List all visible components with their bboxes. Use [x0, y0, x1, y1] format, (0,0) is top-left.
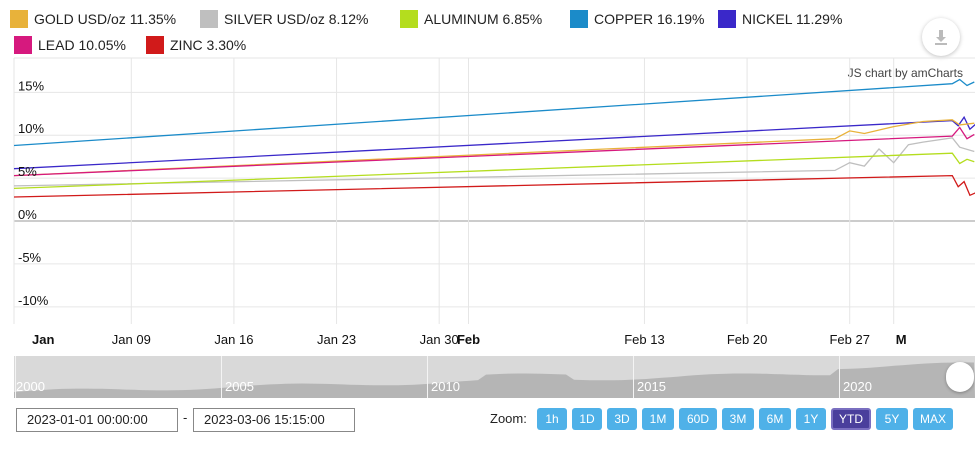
scrollbar-year-label: 2000 — [16, 379, 45, 394]
timeline-scrollbar[interactable]: 2000 2005 2010 2015 2020 — [14, 356, 975, 398]
chart-grid — [13, 57, 975, 324]
legend-swatch — [718, 10, 736, 28]
zoom-button-max[interactable]: MAX — [913, 408, 953, 430]
x-tick-label: Feb — [457, 332, 480, 347]
legend-swatch — [400, 10, 418, 28]
x-tick-label: Jan — [32, 332, 54, 347]
legend-swatch — [200, 10, 218, 28]
x-tick-label: Jan 09 — [112, 332, 151, 347]
zoom-button-ytd[interactable]: YTD — [831, 408, 871, 430]
download-button[interactable] — [922, 18, 960, 56]
series-line — [13, 174, 975, 198]
zoom-button-3d[interactable]: 3D — [607, 408, 637, 430]
scrollbar-year-divider — [15, 356, 16, 398]
date-range-separator: - — [183, 410, 188, 425]
x-tick-label: Feb 13 — [624, 332, 664, 347]
date-from-input[interactable]: 2023-01-01 00:00:00 — [16, 408, 178, 432]
x-tick-label: Feb 27 — [829, 332, 869, 347]
y-tick-label: -10% — [18, 293, 49, 308]
scrollbar-year-divider — [427, 356, 428, 398]
legend-label: ZINC 3.30% — [170, 37, 247, 53]
series-line — [13, 78, 975, 147]
zoom-button-5y[interactable]: 5Y — [876, 408, 908, 430]
y-tick-label: 5% — [18, 164, 37, 179]
scrollbar-year-divider — [633, 356, 634, 398]
download-icon — [935, 30, 947, 45]
y-tick-label: 0% — [18, 207, 37, 222]
legend-item-gold[interactable]: GOLD USD/oz 11.35% — [10, 10, 176, 28]
zoom-button-60d[interactable]: 60D — [679, 408, 717, 430]
legend-label: GOLD USD/oz 11.35% — [34, 11, 177, 27]
x-tick-label: Jan 16 — [214, 332, 253, 347]
scrollbar-grip-handle[interactable] — [946, 362, 974, 392]
legend-item-zinc[interactable]: ZINC 3.30% — [146, 36, 246, 54]
x-tick-label: Feb 20 — [727, 332, 767, 347]
x-tick-label: Jan 23 — [317, 332, 356, 347]
legend-item-nickel[interactable]: NICKEL 11.29% — [718, 10, 842, 28]
scrollbar-preview-area — [14, 362, 975, 398]
y-tick-label: 15% — [18, 78, 44, 93]
x-tick-label: M — [896, 332, 907, 347]
zoom-button-1d[interactable]: 1D — [572, 408, 602, 430]
scrollbar-year-label: 2010 — [431, 379, 460, 394]
legend-item-silver[interactable]: SILVER USD/oz 8.12% — [200, 10, 368, 28]
x-tick-label: Jan 30 — [420, 332, 459, 347]
series-line — [13, 152, 975, 190]
scrollbar-year-label: 2015 — [637, 379, 666, 394]
series-line — [13, 137, 975, 187]
legend-item-copper[interactable]: COPPER 16.19% — [570, 10, 705, 28]
legend-label: COPPER 16.19% — [594, 11, 705, 27]
zoom-label: Zoom: — [490, 411, 527, 426]
scrollbar-year-label: 2005 — [225, 379, 254, 394]
series-line — [13, 119, 975, 177]
scrollbar-preview — [14, 362, 975, 398]
zoom-button-6m[interactable]: 6M — [759, 408, 791, 430]
y-tick-label: -5% — [18, 250, 42, 265]
series-line — [13, 115, 975, 170]
date-to-input[interactable]: 2023-03-06 15:15:00 — [193, 408, 355, 432]
scrollbar-year-divider — [839, 356, 840, 398]
y-tick-label: 10% — [18, 121, 44, 136]
scrollbar-year-label: 2020 — [843, 379, 872, 394]
legend-item-lead[interactable]: LEAD 10.05% — [14, 36, 126, 54]
legend-label: SILVER USD/oz 8.12% — [224, 11, 369, 27]
legend-swatch — [14, 36, 32, 54]
y-axis: 15% 10% 5% 0% -5% -10% — [18, 78, 49, 308]
amcharts-credit-link[interactable]: JS chart by amCharts — [847, 66, 963, 80]
zoom-button-1m[interactable]: 1M — [642, 408, 674, 430]
series-line — [13, 126, 975, 177]
line-chart: 15%10%5%0%-5%-10% Jan Jan 09 Jan 16 Jan 23 J… — [13, 57, 975, 347]
legend-swatch — [146, 36, 164, 54]
legend-label: LEAD 10.05% — [38, 37, 126, 53]
legend-swatch — [10, 10, 28, 28]
chart-series — [13, 78, 975, 198]
scrollbar-year-divider — [221, 356, 222, 398]
legend-item-aluminum[interactable]: ALUMINUM 6.85% — [400, 10, 542, 28]
zoom-button-3m[interactable]: 3M — [722, 408, 754, 430]
zoom-button-1h[interactable]: 1h — [537, 408, 567, 430]
legend-swatch — [570, 10, 588, 28]
zoom-button-1y[interactable]: 1Y — [796, 408, 826, 430]
legend-label: NICKEL 11.29% — [742, 11, 843, 27]
legend-label: ALUMINUM 6.85% — [424, 11, 543, 27]
